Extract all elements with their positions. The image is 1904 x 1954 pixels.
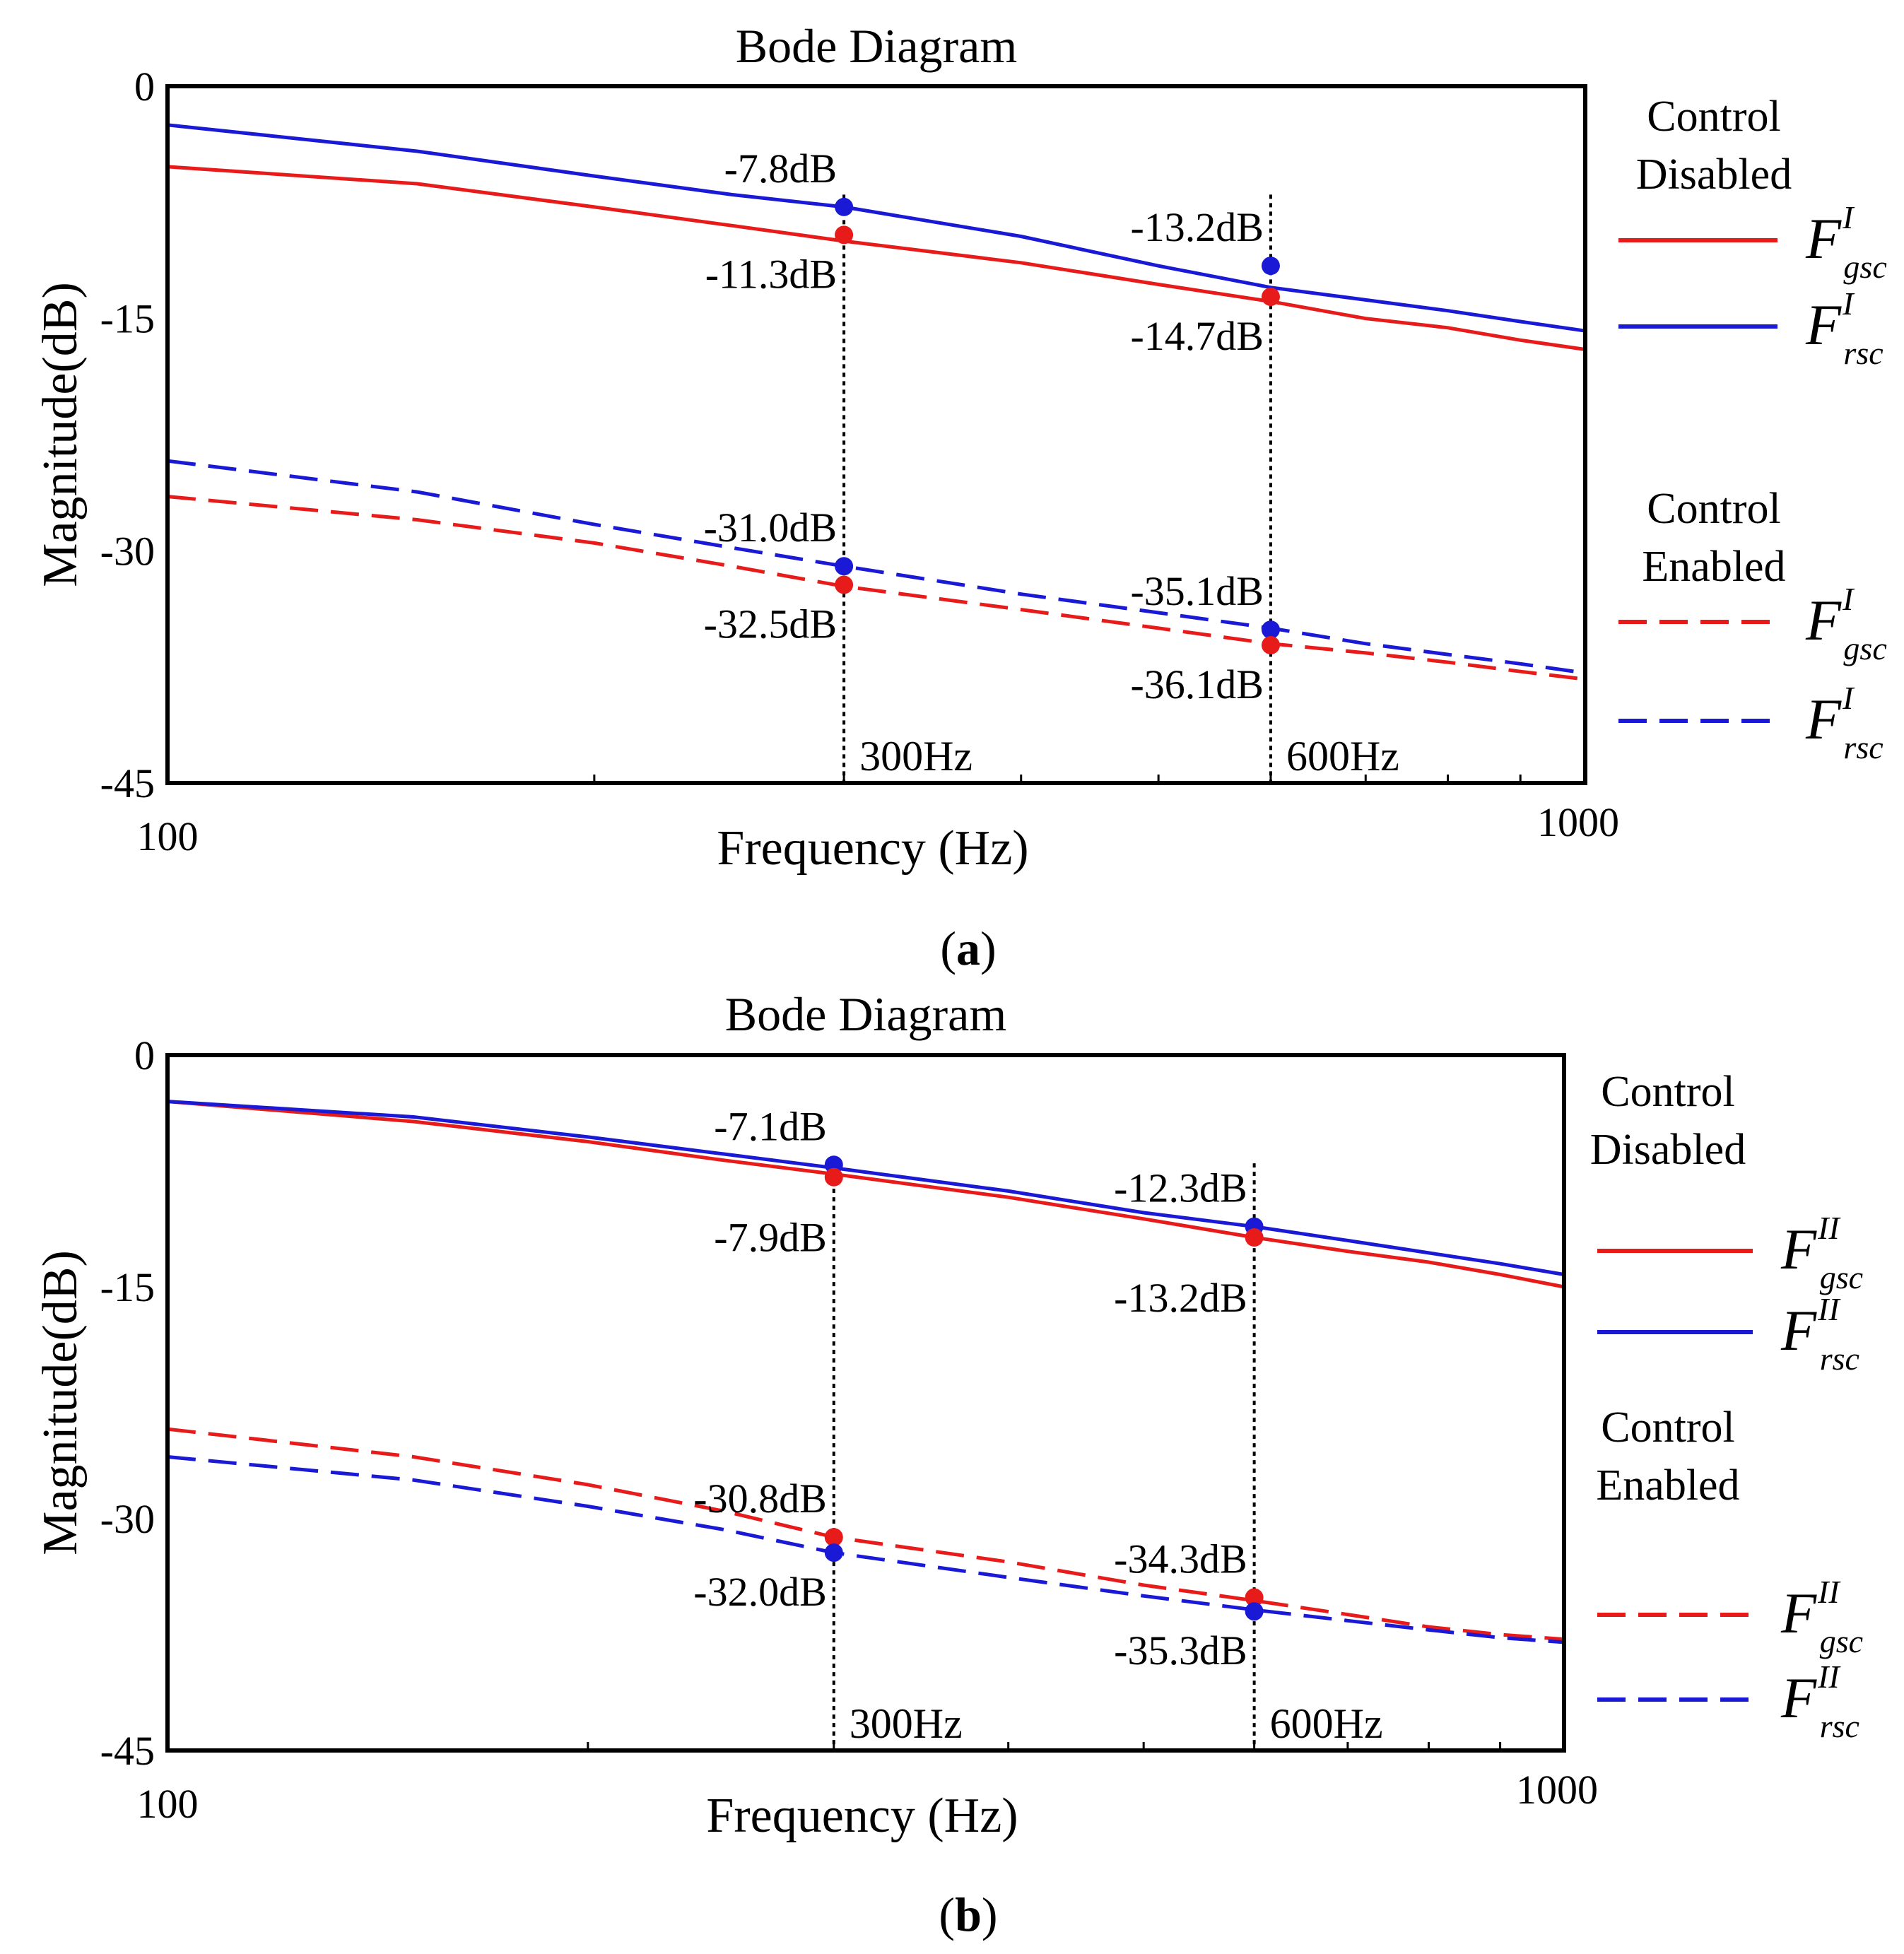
data-label: -32.5dB (704, 601, 838, 647)
frequency-marker-label: 600Hz (1270, 1700, 1383, 1747)
data-point-marker (835, 225, 854, 245)
legend-heading: Disabled (1636, 151, 1792, 199)
plot-area-frame (165, 1053, 1566, 1753)
legend-heading: Control (1647, 485, 1780, 533)
legend-heading: Enabled (1642, 543, 1785, 591)
frequency-marker-label: 300Hz (850, 1700, 963, 1747)
y-tick-label: -30 (100, 1496, 155, 1542)
data-label: -13.2dB (1114, 1275, 1247, 1321)
data-label: -13.2dB (1130, 204, 1264, 250)
data-label: -35.3dB (1114, 1628, 1247, 1673)
data-label: -32.0dB (693, 1569, 827, 1615)
x-axis-label: Frequency (Hz) (706, 1789, 1018, 1843)
dashed-series-line-3 (167, 1455, 1565, 1644)
y-tick-label: 0 (134, 64, 155, 110)
data-point-marker (824, 1167, 843, 1187)
x-axis-label: Frequency (Hz) (717, 821, 1028, 876)
y-tick-label: 0 (134, 1032, 155, 1078)
data-label: -7.8dB (724, 146, 838, 192)
x-tick-label: 1000 (1537, 799, 1619, 845)
data-point-marker (1245, 1588, 1264, 1607)
dashed-series-line-2 (167, 495, 1586, 681)
data-point-marker (824, 1543, 843, 1562)
legend-entry-label: FI gsc (1805, 581, 1887, 666)
y-tick-label: -15 (100, 296, 155, 342)
data-label: -30.8dB (693, 1476, 827, 1522)
legend-entry-label: FII rsc (1780, 1659, 1859, 1744)
frequency-marker-label: 300Hz (859, 733, 972, 779)
legend-entry-label: FI gsc (1805, 199, 1887, 285)
x-tick-label: 100 (137, 1781, 199, 1827)
data-point-marker (824, 1528, 843, 1547)
data-point-marker (835, 197, 854, 216)
data-label: -31.0dB (704, 505, 838, 551)
x-tick-label: 1000 (1516, 1767, 1598, 1813)
solid-series-line-0 (167, 1100, 1565, 1289)
solid-series-line-0 (167, 165, 1586, 351)
data-point-marker (1245, 1228, 1264, 1247)
data-label: -7.1dB (714, 1103, 827, 1149)
solid-series-line-1 (167, 123, 1586, 333)
y-tick-label: -15 (100, 1264, 155, 1310)
x-tick-label: 100 (137, 813, 199, 859)
solid-series-line-1 (167, 1100, 1565, 1276)
data-point-marker (835, 575, 854, 594)
dashed-series-line-3 (167, 459, 1586, 675)
legend-entry-label: FI rsc (1805, 286, 1884, 371)
y-tick-label: -45 (100, 1728, 155, 1774)
legend-entry-label: FI rsc (1805, 680, 1884, 765)
legend-entry-label: FII gsc (1780, 1210, 1863, 1295)
y-axis-label: Magnitude(dB) (33, 1250, 88, 1555)
data-label: -12.3dB (1114, 1165, 1247, 1211)
data-point-marker (1245, 1602, 1264, 1621)
data-label: -36.1dB (1130, 661, 1264, 707)
y-axis-label: Magnitude(dB) (33, 282, 88, 587)
legend-heading: Control (1601, 1068, 1734, 1116)
legend-heading: Control (1601, 1403, 1734, 1452)
chart-title: Bode Diagram (725, 987, 1006, 1041)
legend-entry-label: FII rsc (1780, 1291, 1859, 1377)
dashed-series-line-2 (167, 1427, 1565, 1642)
legend-entry-label: FII gsc (1780, 1574, 1863, 1659)
legend-heading: Disabled (1590, 1126, 1746, 1174)
data-label: -11.3dB (705, 251, 837, 297)
plot-area-frame (165, 84, 1587, 785)
data-label: -34.3dB (1114, 1536, 1247, 1582)
y-tick-label: -30 (100, 528, 155, 574)
data-point-marker (1261, 620, 1280, 640)
data-point-marker (835, 557, 854, 576)
legend-heading: Enabled (1596, 1461, 1739, 1509)
data-label: -14.7dB (1130, 313, 1264, 359)
data-point-marker (1261, 257, 1280, 276)
legend-heading: Control (1647, 93, 1780, 141)
data-point-marker (1261, 287, 1280, 306)
frequency-marker-label: 600Hz (1286, 733, 1399, 779)
panel-label: (b) (939, 1888, 997, 1941)
data-label: -35.1dB (1130, 568, 1264, 614)
panel-label: (a) (940, 922, 996, 975)
y-tick-label: -45 (100, 760, 155, 806)
chart-title: Bode Diagram (736, 19, 1017, 73)
data-label: -7.9dB (714, 1215, 827, 1261)
data-point-marker (1261, 635, 1280, 654)
